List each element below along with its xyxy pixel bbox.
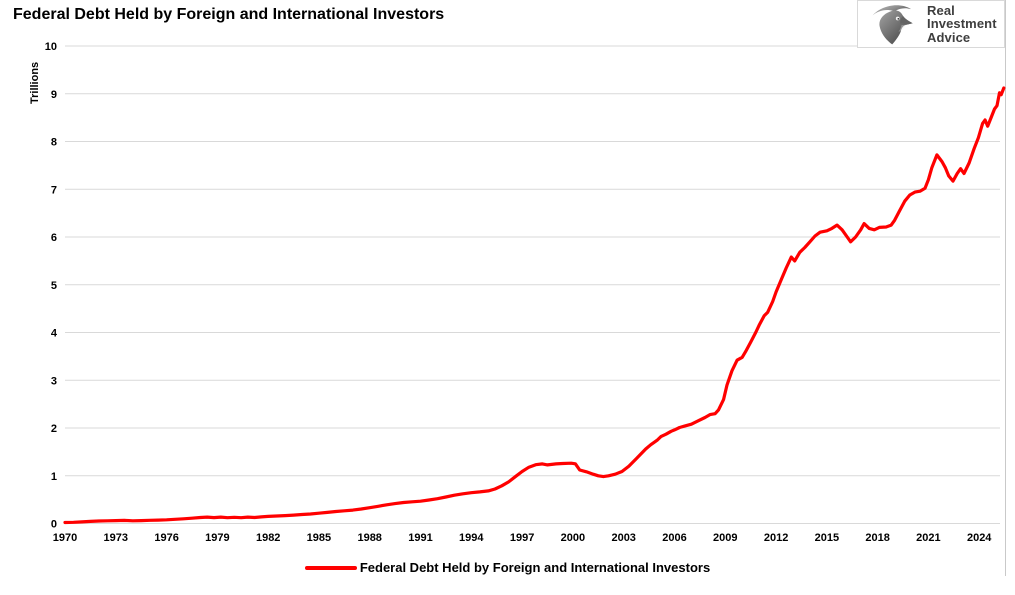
chart-title: Federal Debt Held by Foreign and Interna… xyxy=(13,6,445,23)
eagle-icon xyxy=(872,5,913,45)
ria-logo-line2: Investment xyxy=(927,16,997,32)
svg-text:2012: 2012 xyxy=(764,532,788,544)
svg-text:10: 10 xyxy=(45,41,57,53)
svg-text:2009: 2009 xyxy=(713,532,737,544)
ria-logo: Real Investment Advice xyxy=(857,0,1005,48)
federal-debt-series-line xyxy=(63,86,1006,525)
svg-text:2024: 2024 xyxy=(967,532,992,544)
gridlines xyxy=(65,45,1000,524)
svg-text:1985: 1985 xyxy=(307,532,331,544)
svg-text:1982: 1982 xyxy=(256,532,280,544)
svg-text:2003: 2003 xyxy=(611,532,635,544)
svg-text:2018: 2018 xyxy=(865,532,889,544)
svg-text:2015: 2015 xyxy=(815,532,839,544)
ria-logo-text: Real Investment Advice xyxy=(927,4,997,45)
svg-text:3: 3 xyxy=(51,375,57,387)
svg-text:2000: 2000 xyxy=(561,532,585,544)
svg-text:4: 4 xyxy=(51,328,58,340)
svg-text:1991: 1991 xyxy=(408,532,432,544)
svg-text:1988: 1988 xyxy=(357,532,381,544)
ria-logo-line3: Advice xyxy=(927,29,971,45)
svg-text:7: 7 xyxy=(51,184,57,196)
x-axis-tick-labels: 1970 1973 1976 1979 1982 1985 1988 1991 1994 1997… xyxy=(53,532,993,544)
ria-logo-line1: Real xyxy=(927,2,955,18)
svg-text:2021: 2021 xyxy=(916,532,940,544)
legend-line-swatch xyxy=(304,565,357,570)
y-axis-tick-labels: 0 1 2 3 4 5 6 7 8 9 10 xyxy=(45,41,58,531)
svg-text:1973: 1973 xyxy=(104,532,128,544)
legend-label: Federal Debt Held by Foreign and Interna… xyxy=(359,560,711,575)
svg-text:9: 9 xyxy=(51,89,57,101)
svg-text:1997: 1997 xyxy=(510,532,534,544)
svg-text:0: 0 xyxy=(51,519,57,531)
chart-legend: Federal Debt Held by Foreign and Interna… xyxy=(0,560,1015,575)
svg-text:1994: 1994 xyxy=(459,532,484,544)
svg-text:2006: 2006 xyxy=(662,532,686,544)
svg-text:1979: 1979 xyxy=(205,532,229,544)
svg-text:2: 2 xyxy=(51,423,57,435)
svg-text:6: 6 xyxy=(51,232,57,244)
svg-text:1976: 1976 xyxy=(154,532,178,544)
svg-text:1970: 1970 xyxy=(53,532,77,544)
svg-text:1: 1 xyxy=(51,471,57,483)
svg-text:5: 5 xyxy=(51,280,57,292)
svg-text:8: 8 xyxy=(51,137,57,149)
